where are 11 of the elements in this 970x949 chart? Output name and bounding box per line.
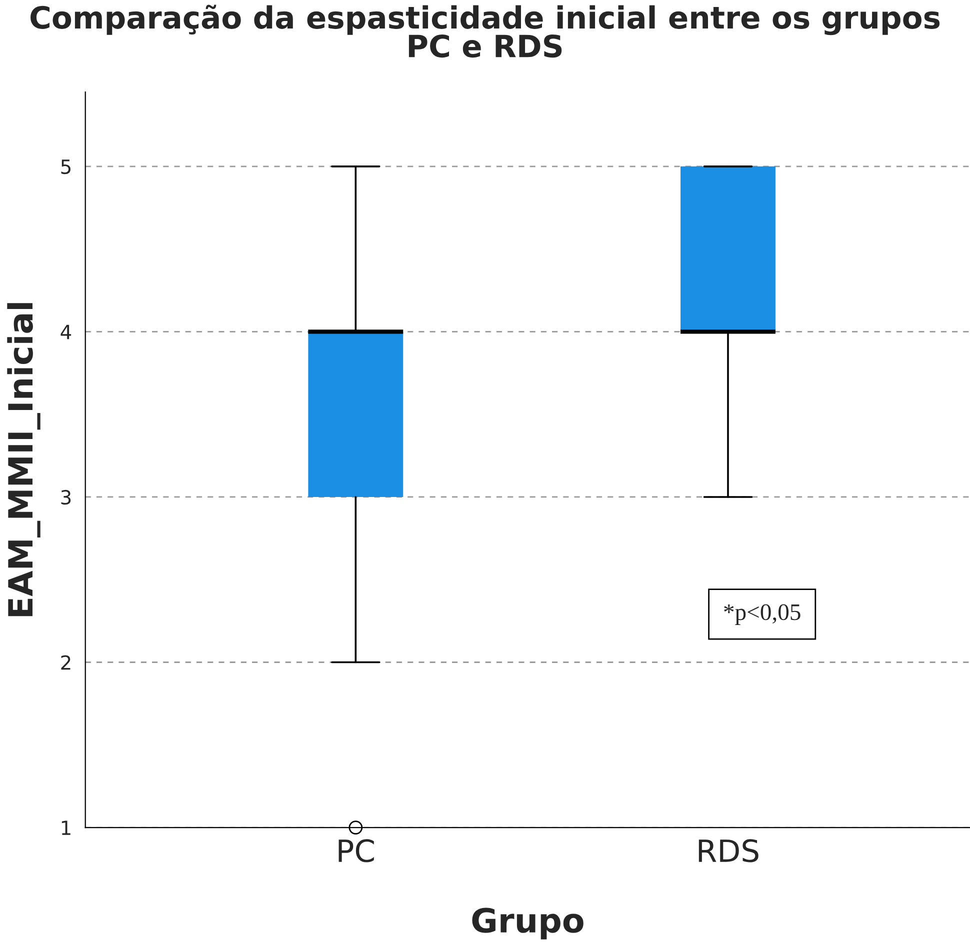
y-tick-label: 5 (61, 160, 70, 174)
y-tick-label: 2 (61, 655, 70, 670)
y-axis-title: EAM_MMII_Inicial (7, 303, 40, 616)
x-axis-title: Grupo (472, 908, 584, 940)
y-tick-label: 1 (62, 820, 70, 835)
x-tick-label: PC (338, 839, 374, 862)
y-tick-label: 3 (61, 490, 71, 505)
annotation: *p<0,05 (724, 604, 800, 625)
x-tick-label: RDS (698, 839, 758, 862)
chart-title: Comparação da espasticidade inicial entre os grupos PC e RDS (30, 4, 940, 58)
y-tick-label: 4 (60, 324, 72, 340)
